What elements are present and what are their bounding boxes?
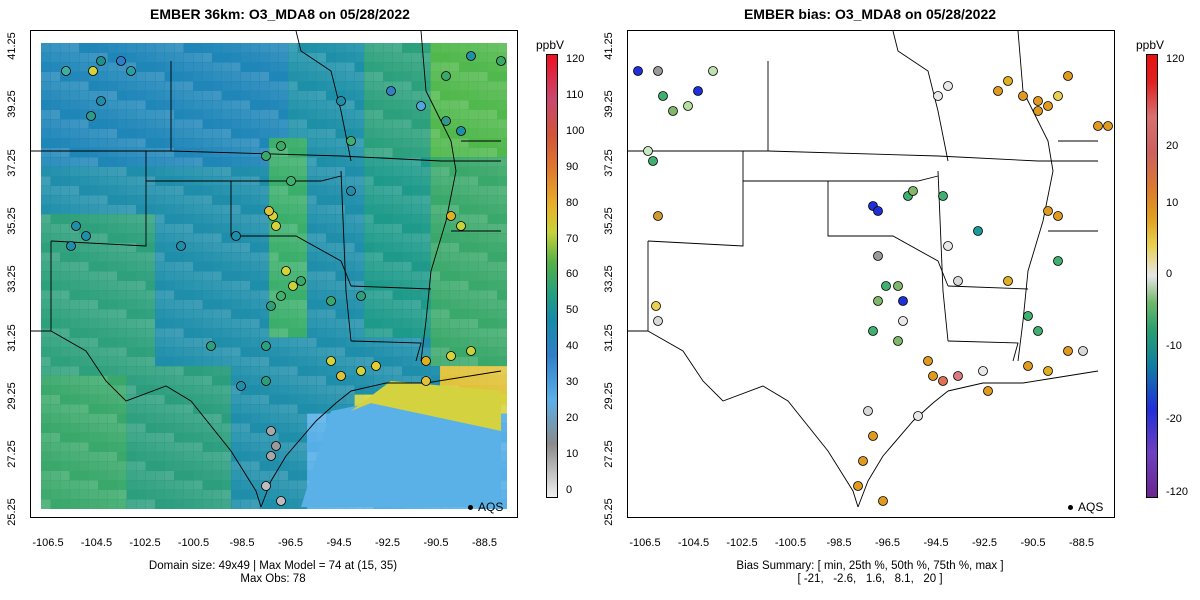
left-x-tick-label: -98.5 bbox=[229, 537, 255, 549]
left-y-tick-label: 39.25 bbox=[6, 90, 18, 119]
right-x-tick-label: -100.5 bbox=[774, 537, 807, 549]
left-colorbar-tick: 60 bbox=[566, 268, 579, 281]
right-caption-line2: [ -21, -2.6, 1.6, 8.1, 20 ] bbox=[797, 573, 943, 585]
left-x-tick-label: -88.5 bbox=[471, 537, 498, 549]
right-aqs-legend: AQS bbox=[1068, 500, 1103, 514]
left-colorbar-tick: 100 bbox=[566, 124, 585, 137]
right-x-tick-label: -102.5 bbox=[726, 537, 758, 549]
right-y-tick-label: 33.25 bbox=[603, 265, 615, 293]
right-colorbar bbox=[1146, 54, 1158, 498]
left-colorbar-tick: 70 bbox=[566, 232, 579, 245]
right-x-tick-label: -98.5 bbox=[826, 537, 852, 549]
right-colorbar-tick: 0 bbox=[1166, 268, 1173, 280]
left-x-tick-label: -96.5 bbox=[277, 537, 304, 549]
left-colorbar-tick: 10 bbox=[566, 447, 579, 460]
left-map-plot bbox=[30, 30, 518, 518]
right-x-tick-label: -104.5 bbox=[677, 537, 710, 549]
left-y-tick-label: 25.25 bbox=[6, 498, 18, 527]
left-x-tick-label: -104.5 bbox=[80, 537, 113, 549]
left-title: EMBER 36km: O3_MDA8 on 05/28/2022 bbox=[150, 6, 410, 22]
left-x-tick-label: -106.5 bbox=[32, 537, 64, 549]
left-caption-line1: Domain size: 49x49 | Max Model = 74 at (… bbox=[148, 560, 398, 572]
right-colorbar-tick: 120 bbox=[1166, 53, 1185, 65]
left-colorbar-tick: 80 bbox=[566, 196, 579, 209]
left-colorbar-tick: 30 bbox=[566, 376, 579, 389]
left-colorbar-tick: 50 bbox=[566, 304, 579, 317]
left-colorbar-tick: 40 bbox=[566, 340, 579, 353]
left-y-tick-label: 29.25 bbox=[6, 382, 18, 410]
right-caption-line1: Bias Summary: [ min, 25th %, 50th %, 75t… bbox=[736, 560, 1004, 572]
left-x-tick-label: -92.5 bbox=[374, 537, 401, 549]
left-model-field bbox=[31, 31, 507, 509]
right-colorbar-tick: -10 bbox=[1166, 340, 1182, 352]
left-x-tick-label: -102.5 bbox=[129, 537, 161, 549]
right-y-tick-label: 35.25 bbox=[603, 207, 615, 235]
left-y-tick-label: 31.25 bbox=[6, 323, 18, 352]
right-bias-field bbox=[628, 31, 1114, 517]
left-y-tick-label: 37.25 bbox=[6, 148, 18, 177]
right-x-tick-label: -92.5 bbox=[971, 537, 998, 549]
right-x-tick-label: -96.5 bbox=[874, 537, 901, 549]
right-y-tick-label: 37.25 bbox=[603, 148, 615, 177]
right-title: EMBER bias: O3_MDA8 on 05/28/2022 bbox=[743, 6, 997, 22]
left-colorbar bbox=[546, 54, 558, 498]
right-y-tick-label: 29.25 bbox=[603, 382, 615, 410]
right-x-tick-label: -94.5 bbox=[923, 537, 949, 549]
left-colorbar-tick: 20 bbox=[566, 412, 579, 424]
left-x-tick-label: -90.5 bbox=[423, 537, 449, 549]
left-y-tick-label: 27.25 bbox=[6, 440, 18, 468]
left-aqs-label: AQS bbox=[478, 500, 504, 514]
right-colorbar-tick: -120 bbox=[1166, 486, 1189, 498]
left-y-tick-label: 35.25 bbox=[6, 207, 18, 235]
right-y-tick-label: 41.25 bbox=[603, 32, 615, 60]
right-y-tick-label: 27.25 bbox=[603, 440, 615, 468]
right-aqs-label: AQS bbox=[1078, 500, 1104, 514]
aqs-marker-icon bbox=[468, 505, 473, 511]
right-x-tick-label: -88.5 bbox=[1068, 537, 1095, 549]
right-y-tick-label: 31.25 bbox=[603, 323, 615, 352]
right-y-tick-label: 39.25 bbox=[603, 90, 615, 119]
left-colorbar-unit: ppbV bbox=[536, 38, 565, 52]
left-aqs-legend: AQS bbox=[468, 500, 503, 514]
right-colorbar-unit: ppbV bbox=[1136, 38, 1165, 52]
left-colorbar-tick: 120 bbox=[566, 53, 585, 65]
right-colorbar-tick: -20 bbox=[1166, 413, 1182, 425]
left-y-tick-label: 41.25 bbox=[6, 32, 18, 60]
right-colorbar-tick: 10 bbox=[1166, 197, 1179, 209]
aqs-marker-icon bbox=[1068, 505, 1073, 511]
right-x-tick-label: -106.5 bbox=[629, 537, 661, 549]
left-colorbar-tick: 110 bbox=[566, 88, 584, 101]
right-colorbar-tick: 20 bbox=[1166, 140, 1179, 152]
left-caption-line2: Max Obs: 78 bbox=[240, 573, 306, 585]
left-x-tick-label: -100.5 bbox=[177, 537, 210, 549]
right-x-tick-label: -90.5 bbox=[1020, 537, 1046, 549]
left-x-tick-label: -94.5 bbox=[326, 537, 352, 549]
left-colorbar-tick: 90 bbox=[566, 160, 579, 173]
left-y-tick-label: 33.25 bbox=[6, 265, 18, 293]
left-colorbar-tick: 0 bbox=[566, 483, 573, 496]
right-map-plot bbox=[627, 30, 1115, 518]
right-y-tick-label: 25.25 bbox=[603, 498, 615, 527]
